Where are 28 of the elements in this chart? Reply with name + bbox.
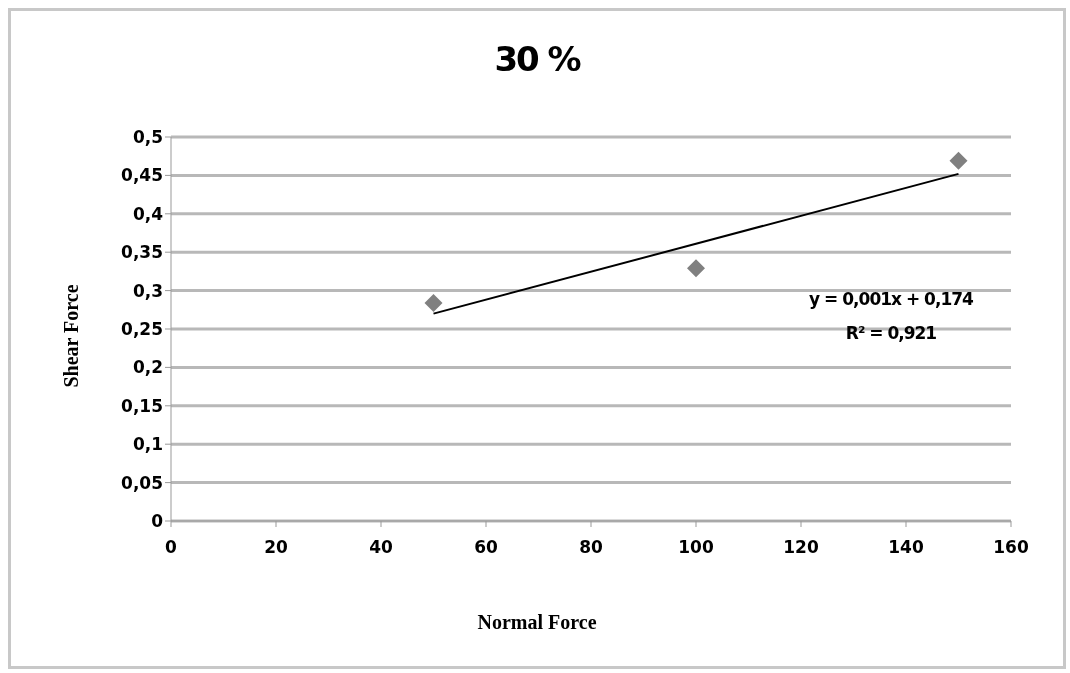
point bbox=[949, 151, 968, 170]
annotation: R² = 0,921 bbox=[844, 323, 938, 343]
y-tick-label: 0,3 bbox=[132, 280, 163, 301]
x-tick-label: 20 bbox=[264, 537, 288, 558]
x-tick-label: 40 bbox=[369, 537, 393, 558]
x-tick-label: 160 bbox=[993, 537, 1029, 558]
y-tick-label: 0,5 bbox=[132, 127, 163, 148]
annotation: y = 0,001x + 0,174 bbox=[808, 289, 974, 309]
x-tick-label: 60 bbox=[474, 537, 498, 558]
y-tick-label: 0 bbox=[151, 511, 164, 532]
chart-title: 30 % bbox=[493, 39, 582, 79]
y-tick-label: 0,45 bbox=[121, 165, 163, 186]
y-tick-label: 0,1 bbox=[132, 434, 163, 455]
x-tick-label: 140 bbox=[888, 537, 924, 558]
point bbox=[687, 259, 705, 278]
y-tick-label: 0,05 bbox=[121, 472, 163, 493]
x-tick-label: 80 bbox=[579, 537, 603, 558]
y-tick-label: 0,2 bbox=[132, 357, 163, 378]
x-tick-label: 120 bbox=[783, 537, 819, 558]
x-axis-title: Normal Force bbox=[476, 611, 598, 634]
point bbox=[424, 293, 443, 312]
x-tick-label: 100 bbox=[678, 537, 714, 558]
y-axis-title: Shear Force bbox=[59, 284, 83, 388]
y-tick-label: 0,25 bbox=[121, 319, 163, 340]
x-tick-label: 0 bbox=[165, 537, 178, 558]
y-tick-label: 0,35 bbox=[121, 242, 163, 263]
y-tick-label: 0,15 bbox=[121, 395, 163, 416]
y-tick-label: 0,4 bbox=[132, 203, 164, 224]
